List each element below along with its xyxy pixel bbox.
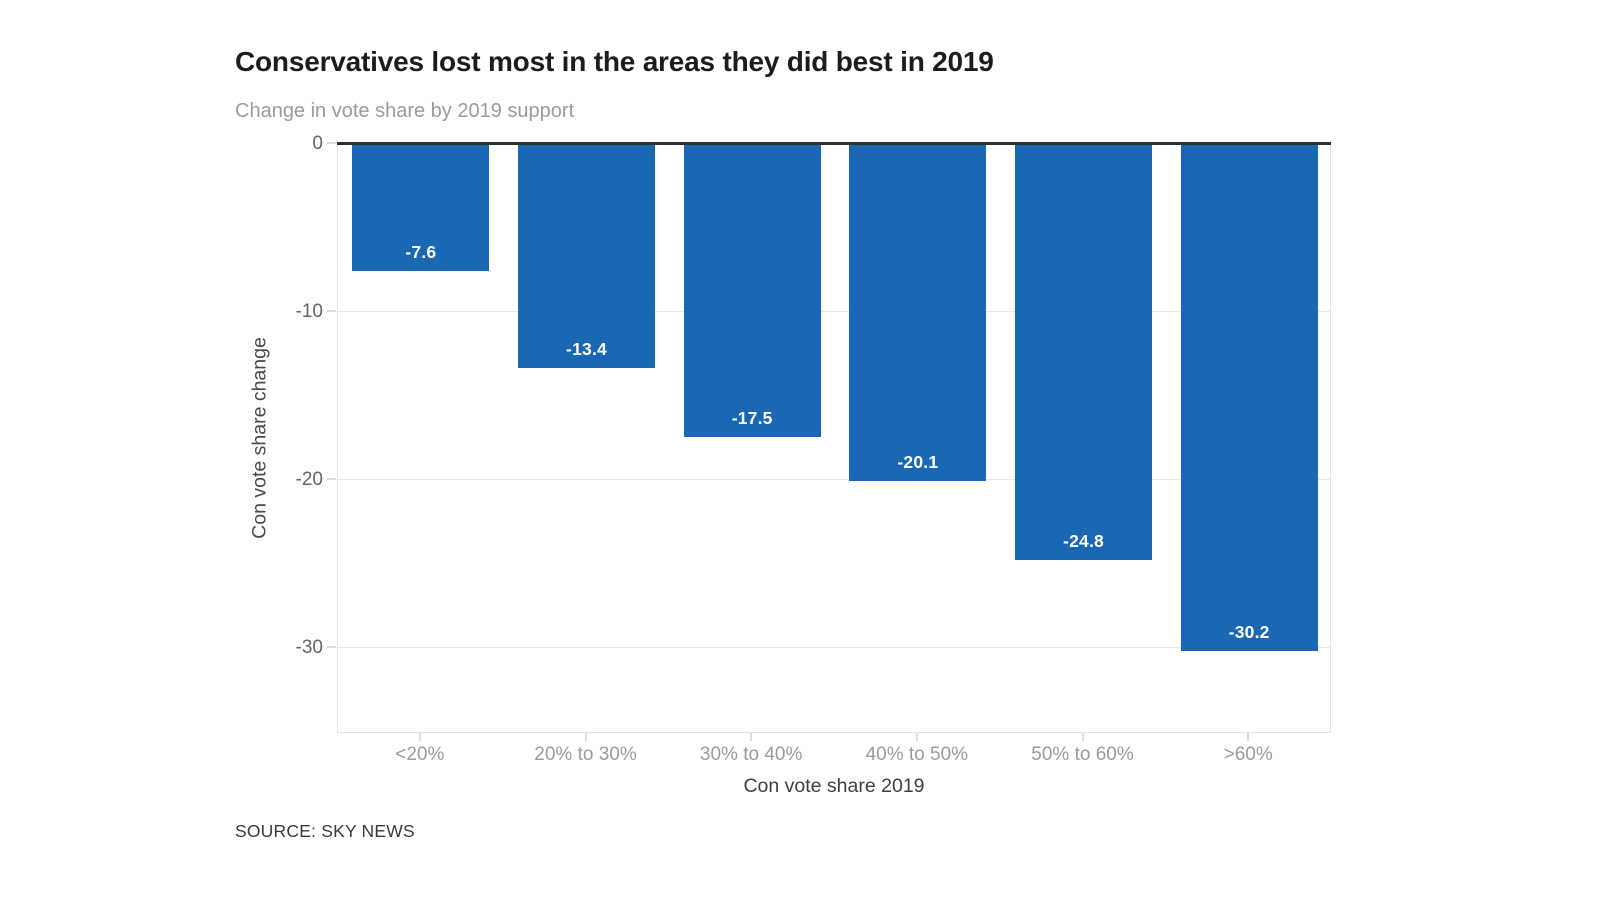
bar: -30.2: [1180, 143, 1318, 651]
y-tick-label: -10: [295, 300, 323, 322]
x-tick-label: 30% to 40%: [699, 744, 803, 765]
x-tick-mark: [1081, 733, 1084, 741]
zero-baseline: [337, 142, 1331, 145]
y-tick-mark: [327, 142, 336, 144]
x-tick-label: 50% to 60%: [1031, 744, 1134, 765]
y-tick-mark: [327, 646, 336, 649]
y-tick-label: 0: [312, 132, 323, 154]
plot-area: -7.6 -13.4 -17.5 -20.1 -24.8 -30.2: [337, 142, 1331, 733]
chart-title: Conservatives lost most in the areas the…: [235, 46, 994, 77]
y-tick-mark: [327, 310, 336, 313]
x-tick-mark: [584, 733, 587, 741]
x-tick-mark: [750, 733, 753, 741]
x-tick-label: <20%: [395, 744, 445, 765]
bar: -17.5: [683, 143, 821, 438]
bar-value-label: -20.1: [897, 451, 939, 472]
x-tick-label: 20% to 30%: [534, 744, 637, 765]
gridline: [338, 310, 1330, 312]
x-tick-label: 40% to 50%: [865, 744, 969, 765]
bar-value-label: -7.6: [405, 241, 437, 262]
chart-subtitle: Change in vote share by 2019 support: [235, 100, 575, 122]
bar: -7.6: [352, 143, 490, 271]
bar-value-label: -13.4: [566, 339, 607, 360]
x-tick-mark: [915, 733, 918, 741]
y-axis-title: Con vote share change: [248, 337, 271, 539]
bar-value-label: -30.2: [1228, 621, 1270, 642]
source-note: SOURCE: SKY NEWS: [235, 821, 415, 841]
bar: -24.8: [1015, 143, 1152, 560]
x-tick-mark: [1247, 733, 1250, 741]
x-axis-title: Con vote share 2019: [743, 775, 925, 797]
gridline: [338, 646, 1330, 648]
bar-value-label: -17.5: [731, 408, 773, 429]
x-tick-label: >60%: [1223, 744, 1273, 765]
y-tick-label: -30: [295, 636, 323, 658]
bar-value-label: -24.8: [1063, 530, 1104, 551]
gridline: [338, 478, 1330, 480]
bar: -20.1: [849, 143, 987, 481]
y-tick-mark: [327, 478, 336, 481]
x-tick-mark: [418, 733, 421, 741]
bar: -13.4: [518, 143, 655, 369]
y-tick-label: -20: [295, 468, 323, 490]
